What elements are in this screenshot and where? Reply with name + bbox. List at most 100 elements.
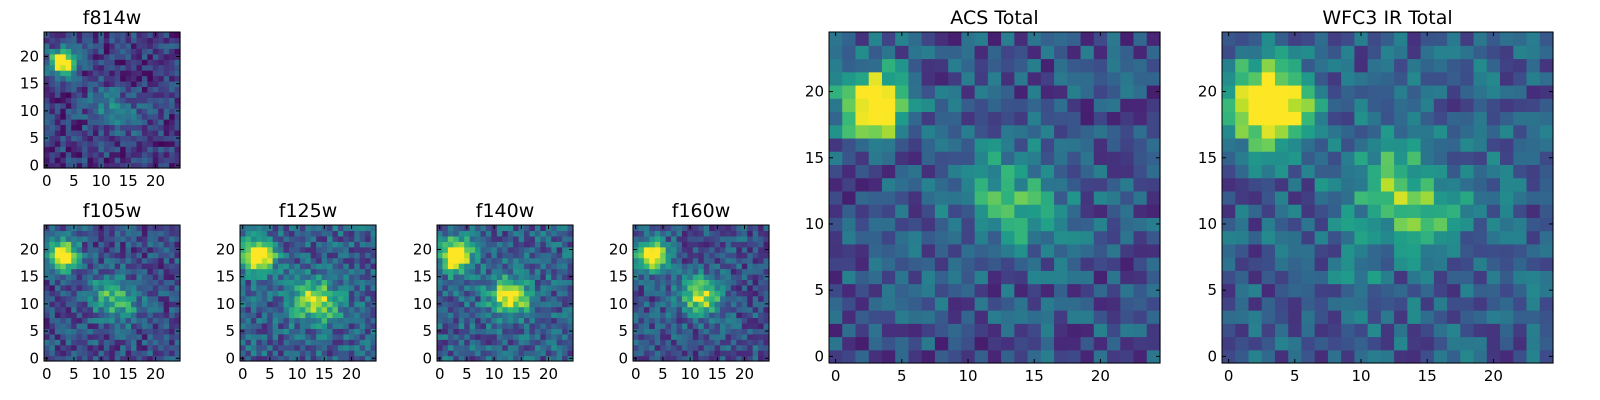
heatmap-cell [709, 246, 716, 253]
heatmap-cell [92, 37, 99, 44]
heatmap-cell [676, 235, 683, 242]
heatmap-cell [671, 301, 678, 308]
heatmap-cell [283, 333, 290, 340]
heatmap-cell [163, 97, 170, 104]
heatmap-cell [698, 333, 705, 340]
heatmap-cell [261, 257, 268, 264]
heatmap-cell [698, 257, 705, 264]
heatmap-cell [1274, 151, 1289, 165]
heatmap-cell [1513, 111, 1528, 126]
heatmap-cell [1500, 323, 1514, 338]
heatmap-cell [125, 350, 132, 357]
heatmap-cell [103, 102, 110, 109]
heatmap-cell [1288, 270, 1303, 285]
heatmap-cell [147, 53, 154, 60]
heatmap-cell [534, 350, 541, 357]
heatmap-cell [507, 263, 514, 270]
heatmap-cell [272, 344, 279, 351]
heatmap-cell [60, 53, 67, 60]
heatmap-cell [1539, 257, 1554, 271]
heatmap-cell [310, 295, 317, 302]
heatmap-cell [103, 230, 110, 237]
heatmap-cell [643, 333, 650, 340]
heatmap-cell [1093, 58, 1108, 73]
heatmap-cell [1120, 111, 1135, 126]
heatmap-cell [736, 279, 743, 286]
heatmap-cell [114, 301, 121, 308]
heatmap-cell [109, 225, 116, 232]
heatmap-cell [120, 140, 127, 147]
heatmap-cell [120, 53, 127, 60]
heatmap-cell [736, 257, 743, 264]
heatmap-cell [359, 241, 366, 248]
heatmap-cell [987, 98, 1002, 113]
heatmap-cell [567, 322, 574, 329]
heatmap-cell [540, 279, 547, 286]
heatmap-cell [267, 312, 274, 319]
heatmap-cell [174, 140, 181, 147]
heatmap-cell [1314, 283, 1329, 298]
heatmap-cell [551, 312, 558, 319]
heatmap-cell [1288, 310, 1303, 324]
heatmap-cell [502, 257, 509, 264]
heatmap-cell [458, 246, 465, 253]
heatmap-cell [1460, 45, 1475, 60]
heatmap-cell [829, 151, 843, 165]
heatmap-cell [1235, 137, 1250, 152]
heatmap-cell [54, 119, 61, 126]
heatmap-cell [44, 322, 51, 329]
heatmap-cell [895, 257, 910, 271]
heatmap-cell [316, 301, 323, 308]
heatmap-cell [551, 355, 558, 362]
heatmap-cell [365, 355, 372, 362]
heatmap-cell [76, 290, 83, 297]
heatmap-cell [327, 355, 334, 362]
heatmap-cell [49, 97, 56, 104]
heatmap-cell [475, 350, 482, 357]
heatmap-cell [169, 97, 176, 104]
heatmap-cell [556, 279, 563, 286]
heatmap-cell [1235, 71, 1250, 86]
heatmap-cell [131, 350, 138, 357]
heatmap-cell [141, 301, 148, 308]
heatmap-cell [633, 284, 640, 291]
heatmap-cell [114, 53, 121, 60]
heatmap-cell [464, 257, 471, 264]
heatmap-cell [1222, 230, 1236, 245]
heatmap-cell [103, 290, 110, 297]
heatmap-cell [1394, 32, 1408, 46]
heatmap-cell [348, 230, 355, 237]
heatmap-cell [114, 241, 121, 248]
heatmap-cell [54, 333, 61, 340]
heatmap-cell [475, 328, 482, 335]
heatmap-cell [1327, 137, 1342, 152]
heatmap-cell [54, 162, 61, 169]
heatmap-cell [92, 124, 99, 131]
heatmap-cell [1274, 323, 1289, 338]
heatmap-cell [829, 243, 843, 258]
heatmap-cell [60, 140, 67, 147]
heatmap-cell [321, 268, 328, 275]
heatmap-cell [1093, 124, 1108, 139]
heatmap-cell [720, 241, 727, 248]
heatmap-cell [703, 263, 710, 270]
heatmap-cell [1040, 177, 1055, 192]
heatmap-cell [496, 355, 503, 362]
heatmap-cell [278, 273, 285, 280]
heatmap-cell [1433, 243, 1448, 258]
heatmap-cell [109, 42, 116, 49]
heatmap-cell [567, 344, 574, 351]
heatmap-cell [136, 235, 143, 242]
heatmap-cell [60, 246, 67, 253]
heatmap-cell [908, 137, 923, 152]
heatmap-cell [643, 328, 650, 335]
heatmap-cell [1235, 296, 1250, 311]
heatmap-cell [169, 129, 176, 136]
heatmap-cell [1513, 323, 1528, 338]
heatmap-cell [158, 124, 165, 131]
heatmap-cell [343, 350, 350, 357]
heatmap-cell [316, 263, 323, 270]
heatmap-cell [125, 241, 132, 248]
heatmap-cell [65, 129, 72, 136]
heatmap-cell [92, 64, 99, 71]
